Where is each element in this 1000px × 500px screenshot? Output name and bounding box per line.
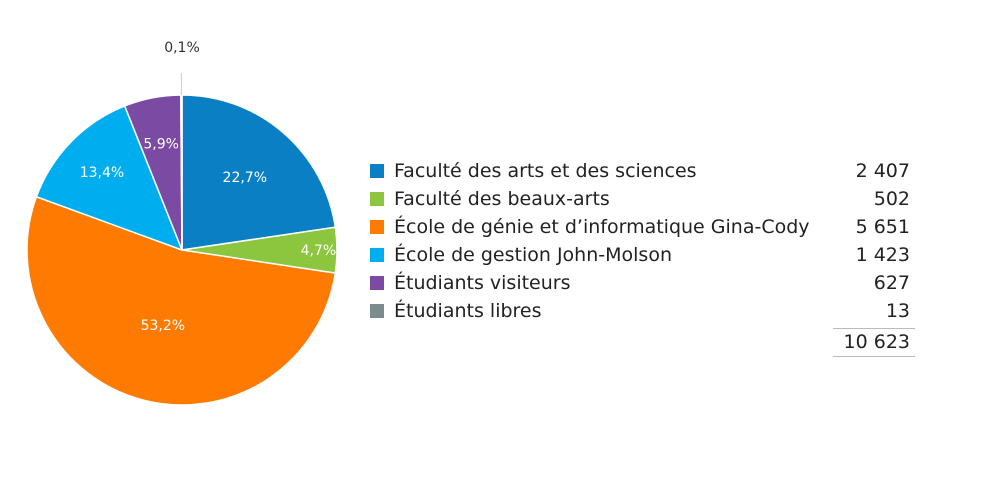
legend-row-etudiants-libres: Étudiants libres 13 (370, 297, 915, 325)
pie-label-gestion-molson: 13,4% (80, 165, 124, 181)
legend-swatch-gestion-molson (370, 248, 384, 262)
legend-label-arts-sciences: Faculté des arts et des sciences (394, 160, 697, 182)
total-rule-top (833, 328, 915, 329)
legend: Faculté des arts et des sciences 2 407 F… (370, 157, 915, 357)
legend-row-arts-sciences: Faculté des arts et des sciences 2 407 (370, 157, 915, 185)
legend-swatch-genie-informatique (370, 220, 384, 234)
legend-value-arts-sciences: 2 407 (855, 160, 910, 182)
legend-swatch-etudiants-visiteurs (370, 276, 384, 290)
pie-label-genie-informatique: 53,2% (141, 318, 185, 334)
total-rule-bottom (833, 356, 915, 357)
legend-label-etudiants-libres: Étudiants libres (394, 300, 542, 322)
total-row: 10 623 (370, 328, 915, 357)
legend-row-gestion-molson: École de gestion John-Molson 1 423 (370, 241, 915, 269)
legend-value-etudiants-libres: 13 (885, 300, 910, 322)
pie-label-etudiants-libres: 0,1% (164, 40, 200, 56)
legend-swatch-beaux-arts (370, 192, 384, 206)
legend-value-beaux-arts: 502 (873, 188, 910, 210)
legend-swatch-arts-sciences (370, 164, 384, 178)
legend-row-beaux-arts: Faculté des beaux-arts 502 (370, 185, 915, 213)
pie-slice-etudiants-libres (180, 94, 183, 251)
legend-swatch-etudiants-libres (370, 304, 384, 318)
pie-label-etudiants-visiteurs: 5,9% (143, 137, 179, 153)
total-value: 10 623 (843, 331, 910, 353)
legend-label-genie-informatique: École de génie et d’informatique Gina-Co… (394, 216, 810, 238)
legend-row-genie-informatique: École de génie et d’informatique Gina-Co… (370, 213, 915, 241)
pie-slice-genie-informatique (26, 195, 337, 406)
pie-label-beaux-arts: 4,7% (301, 243, 337, 259)
legend-value-genie-informatique: 5 651 (855, 216, 910, 238)
legend-label-beaux-arts: Faculté des beaux-arts (394, 188, 610, 210)
pie-slice-gestion-molson (35, 104, 184, 252)
legend-row-etudiants-visiteurs: Étudiants visiteurs 627 (370, 269, 915, 297)
legend-label-gestion-molson: École de gestion John-Molson (394, 244, 672, 266)
legend-label-etudiants-visiteurs: Étudiants visiteurs (394, 272, 571, 294)
pie-slice-arts-sciences (181, 94, 337, 251)
pie-label-arts-sciences: 22,7% (223, 170, 267, 186)
legend-value-gestion-molson: 1 423 (855, 244, 910, 266)
legend-value-etudiants-visiteurs: 627 (873, 272, 910, 294)
